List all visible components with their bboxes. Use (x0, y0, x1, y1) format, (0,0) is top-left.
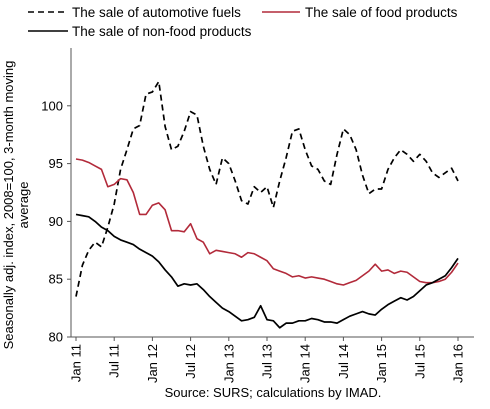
y-tick-label: 100 (41, 98, 63, 113)
x-tick-label: Jul 14 (336, 344, 351, 379)
x-tick-label: Jan 11 (69, 344, 84, 382)
series-line-non-food-products (75, 213, 459, 329)
y-tick-label: 90 (49, 214, 63, 229)
y-axis-title: Seasonally adj. index, 2008=100, 3-month… (1, 61, 31, 350)
legend-label-non-food-products: The sale of non-food products (72, 24, 252, 39)
y-tick-label: 80 (49, 330, 63, 345)
y-axis-title-line-1: Seasonally adj. index, 2008=100, 3-month… (1, 61, 16, 350)
legend: The sale of automotive fuels The sale of… (28, 5, 458, 39)
series-layer (75, 80, 459, 329)
x-tick-label: Jan 13 (221, 344, 236, 383)
series-line-automotive-fuels (75, 80, 459, 297)
y-tick-label: 95 (49, 156, 63, 171)
x-tick-label: Jan 14 (298, 344, 313, 383)
y-tick-label: 85 (49, 272, 63, 287)
x-ticks: Jan 11 Jul 11 Jan 12 Jul 12 Jan 13 Jul 13 Jan … (69, 337, 466, 383)
y-axis-title-line-2: average (16, 182, 31, 229)
x-tick-label: Jul 11 (107, 344, 122, 378)
axes (70, 48, 474, 338)
x-tick-label: Jul 13 (260, 344, 275, 379)
x-tick-label: Jan 16 (451, 344, 466, 383)
y-ticks: 80 85 90 95 100 (41, 98, 71, 345)
legend-label-automotive-fuels: The sale of automotive fuels (72, 5, 241, 20)
source-note: Source: SURS; calculations by IMAD. (165, 385, 382, 400)
series-line-food-products (75, 158, 459, 286)
x-tick-label: Jul 15 (412, 344, 427, 379)
legend-label-food-products: The sale of food products (305, 5, 458, 20)
x-tick-label: Jan 15 (374, 344, 389, 383)
x-tick-label: Jan 12 (145, 344, 160, 383)
x-tick-label: Jul 12 (183, 344, 198, 379)
